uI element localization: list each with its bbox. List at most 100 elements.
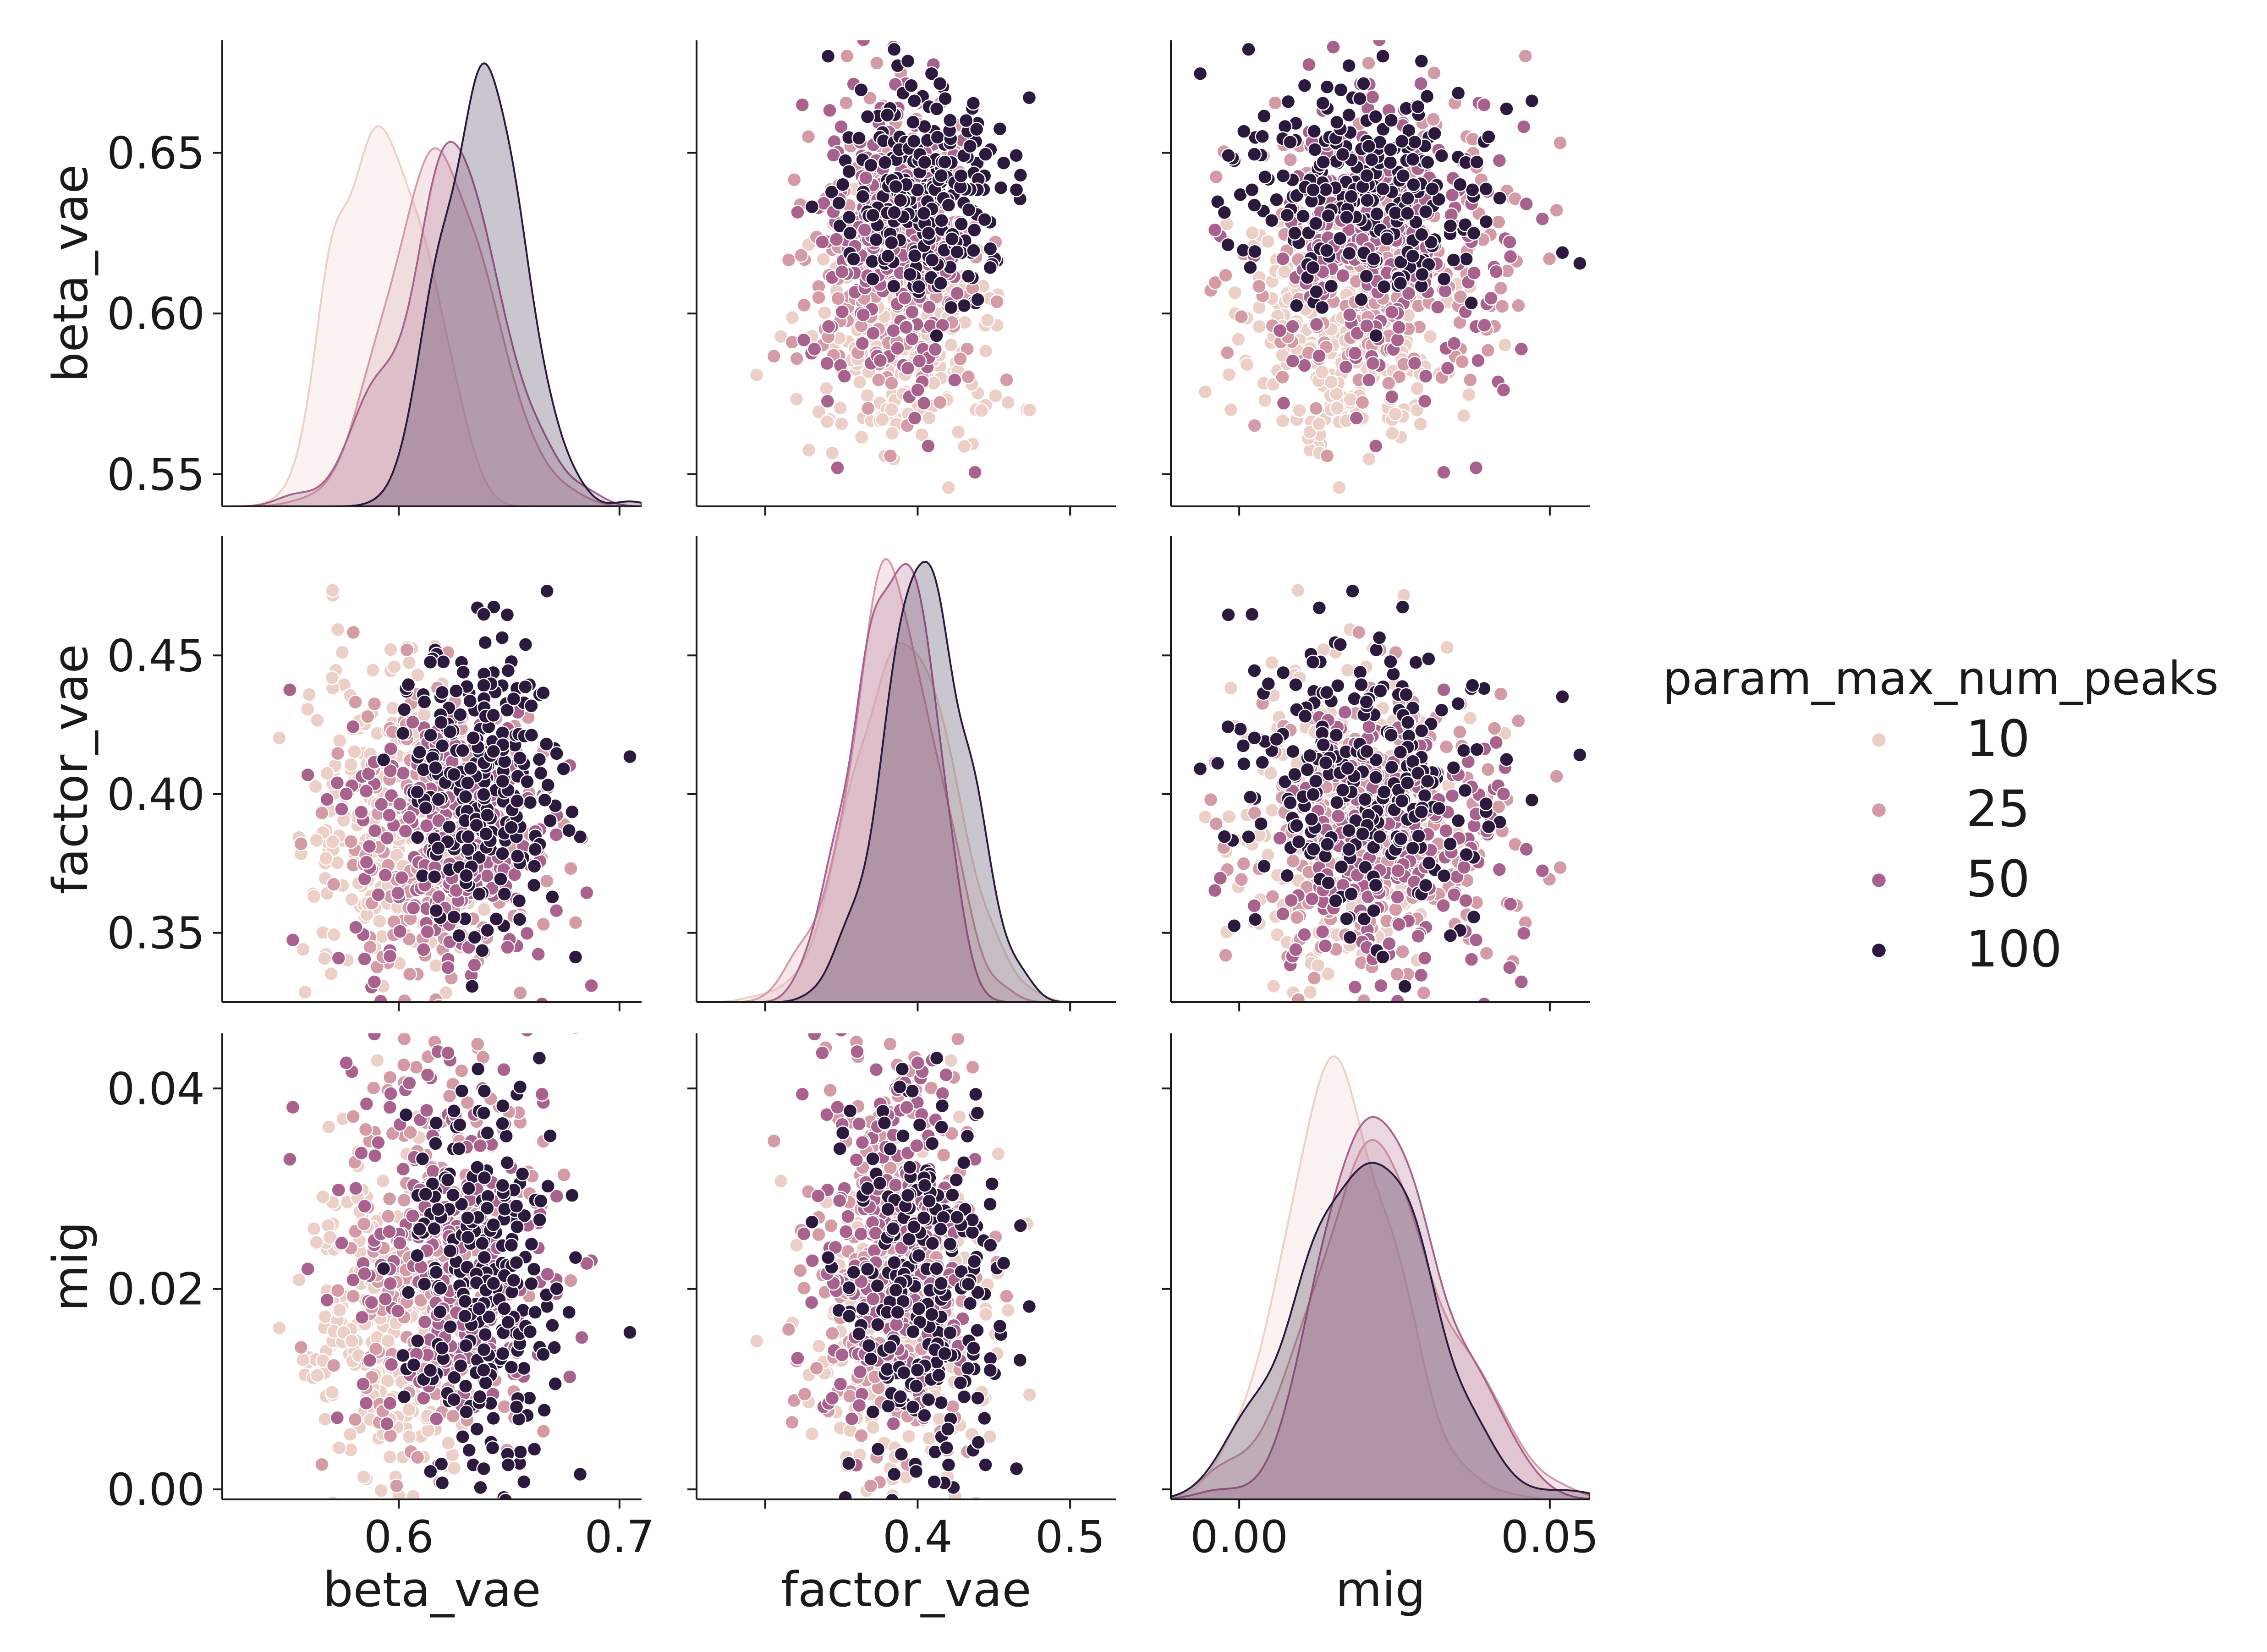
scatter-point-50 bbox=[948, 373, 961, 387]
scatter-point-100 bbox=[1317, 155, 1330, 169]
scatter-point-50 bbox=[383, 1225, 396, 1239]
scatter-point-100 bbox=[1373, 684, 1387, 698]
scatter-point-50 bbox=[421, 925, 434, 939]
scatter-point-100 bbox=[1369, 329, 1383, 343]
scatter-point-50 bbox=[1484, 291, 1498, 305]
scatter-point-10 bbox=[421, 1424, 435, 1438]
scatter-point-25 bbox=[1492, 215, 1505, 229]
scatter-point-100 bbox=[1482, 130, 1495, 144]
scatter-point-100 bbox=[464, 762, 478, 775]
scatter-point-100 bbox=[512, 1412, 526, 1426]
scatter-point-100 bbox=[944, 301, 958, 314]
scatter-point-100 bbox=[1306, 183, 1320, 197]
scatter-point-50 bbox=[368, 975, 381, 989]
scatter-point-50 bbox=[1418, 951, 1432, 965]
scatter-point-25 bbox=[1427, 66, 1441, 80]
scatter-point-100 bbox=[1384, 728, 1398, 742]
scatter-point-25 bbox=[569, 916, 582, 929]
scatter-point-25 bbox=[1511, 299, 1525, 313]
scatter-point-100 bbox=[1280, 869, 1294, 883]
scatter-point-10 bbox=[333, 1303, 346, 1317]
scatter-point-100 bbox=[865, 255, 879, 269]
scatter-point-100 bbox=[1256, 130, 1269, 143]
scatter-point-100 bbox=[461, 843, 475, 856]
scatter-point-100 bbox=[1479, 797, 1493, 811]
scatter-point-100 bbox=[842, 210, 856, 224]
scatter-point-100 bbox=[1022, 91, 1036, 104]
scatter-point-50 bbox=[380, 1417, 394, 1431]
scatter-point-100 bbox=[1221, 720, 1235, 734]
scatter-point-10 bbox=[1252, 320, 1266, 334]
scatter-point-50 bbox=[450, 1522, 463, 1536]
scatter-point-50 bbox=[1343, 308, 1356, 322]
scatter-point-50 bbox=[330, 1411, 344, 1425]
scatter-point-25 bbox=[1550, 769, 1564, 783]
scatter-point-10 bbox=[402, 656, 416, 670]
scatter-point-25 bbox=[767, 349, 781, 363]
scatter-point-10 bbox=[1423, 1036, 1437, 1050]
scatter-point-100 bbox=[396, 726, 410, 740]
scatter-point-100 bbox=[486, 1441, 500, 1454]
scatter-point-50 bbox=[1515, 975, 1528, 989]
scatter-point-10 bbox=[335, 646, 349, 659]
scatter-point-50 bbox=[1312, 349, 1326, 363]
scatter-point-25 bbox=[1357, 994, 1371, 1008]
scatter-point-100 bbox=[1493, 191, 1507, 205]
scatter-point-100 bbox=[494, 872, 507, 886]
scatter-point-50 bbox=[301, 768, 315, 782]
scatter-point-10 bbox=[951, 425, 965, 439]
scatter-point-100 bbox=[1243, 261, 1257, 274]
scatter-point-50 bbox=[1459, 894, 1473, 907]
scatter-point-50 bbox=[1372, 33, 1386, 47]
scatter-point-100 bbox=[1320, 244, 1334, 258]
scatter-point-100 bbox=[423, 655, 437, 669]
scatter-point-100 bbox=[917, 207, 931, 220]
scatter-point-100 bbox=[1411, 100, 1425, 114]
scatter-point-10 bbox=[273, 731, 286, 745]
scatter-point-100 bbox=[1296, 209, 1310, 223]
scatter-point-100 bbox=[456, 665, 470, 679]
scatter-point-50 bbox=[301, 1262, 315, 1276]
scatter-point-100 bbox=[411, 831, 424, 845]
scatter-point-100 bbox=[477, 788, 490, 801]
scatter-point-100 bbox=[1343, 931, 1357, 944]
scatter-point-50 bbox=[1469, 461, 1483, 475]
scatter-point-100 bbox=[487, 745, 500, 758]
scatter-point-100 bbox=[805, 200, 819, 214]
scatter-point-100 bbox=[528, 843, 542, 856]
scatter-point-100 bbox=[545, 890, 559, 904]
scatter-point-100 bbox=[569, 950, 582, 964]
scatter-point-100 bbox=[856, 190, 870, 203]
scatter-point-100 bbox=[942, 198, 955, 212]
scatter-point-100 bbox=[1394, 832, 1408, 845]
scatter-point-10 bbox=[1261, 235, 1275, 248]
scatter-point-100 bbox=[1398, 979, 1412, 993]
scatter-point-100 bbox=[473, 1481, 487, 1494]
scatter-point-100 bbox=[1525, 793, 1539, 807]
scatter-point-25 bbox=[359, 1123, 373, 1136]
scatter-point-100 bbox=[513, 912, 527, 926]
scatter-point-100 bbox=[1340, 210, 1354, 224]
scatter-point-100 bbox=[1211, 757, 1224, 770]
scatter-point-50 bbox=[1447, 337, 1461, 351]
scatter-point-100 bbox=[1301, 763, 1314, 777]
scatter-point-100 bbox=[1422, 652, 1435, 666]
scatter-point-100 bbox=[467, 731, 480, 745]
scatter-point-25 bbox=[361, 710, 374, 724]
scatter-point-100 bbox=[397, 703, 411, 717]
scatter-point-100 bbox=[1444, 837, 1457, 851]
scatter-point-100 bbox=[1408, 135, 1422, 149]
scatter-point-100 bbox=[905, 79, 918, 93]
scatter-point-100 bbox=[512, 894, 526, 908]
scatter-point-50 bbox=[426, 1164, 440, 1178]
scatter-point-50 bbox=[1493, 863, 1506, 877]
scatter-point-25 bbox=[509, 965, 523, 978]
scatter-point-10 bbox=[478, 903, 491, 917]
scatter-point-100 bbox=[1444, 929, 1457, 943]
scatter-point-100 bbox=[377, 753, 390, 767]
scatter-point-10 bbox=[327, 928, 341, 942]
scatter-point-50 bbox=[1362, 373, 1376, 387]
scatter-point-100 bbox=[821, 49, 835, 63]
scatter-point-100 bbox=[880, 108, 894, 122]
scatter-point-100 bbox=[1356, 827, 1370, 841]
